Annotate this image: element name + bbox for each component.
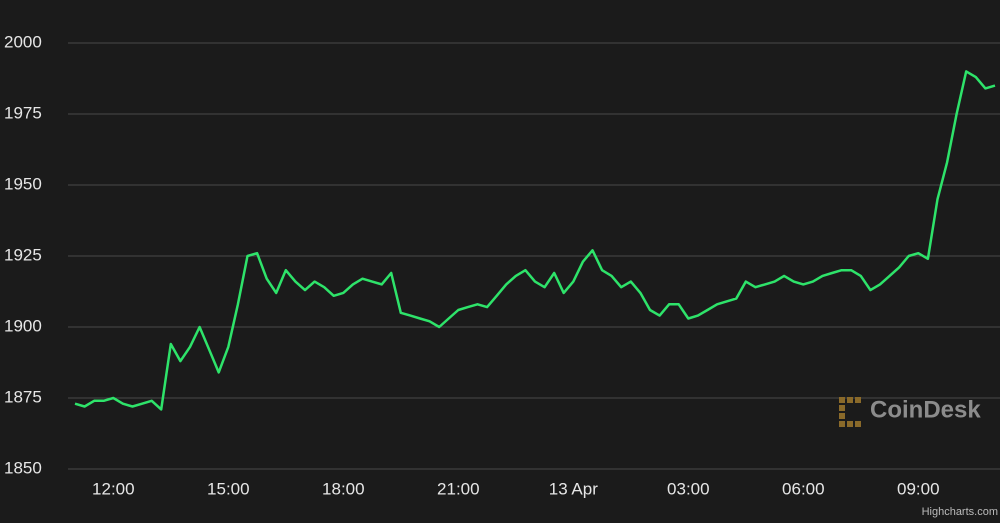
x-tick-label: 03:00 xyxy=(667,479,710,498)
x-tick-label: 09:00 xyxy=(897,479,940,498)
watermark-logo xyxy=(839,397,861,427)
x-tick-label: 15:00 xyxy=(207,479,250,498)
y-tick-label: 1875 xyxy=(4,387,42,406)
x-tick-label: 13 Apr xyxy=(549,479,598,498)
x-tick-label: 21:00 xyxy=(437,479,480,498)
y-tick-label: 1850 xyxy=(4,458,42,477)
plot: 1850 1875 1900 1925 1950 1975 2000 12:00 15:00 18… xyxy=(4,32,1000,498)
credits: Highcharts.com xyxy=(922,506,998,518)
x-tick-label: 12:00 xyxy=(92,479,135,498)
y-tick-label: 1975 xyxy=(4,103,42,122)
price-line xyxy=(74,70,996,411)
y-tick-label: 1925 xyxy=(4,245,42,264)
y-tick-label: 1950 xyxy=(4,174,42,193)
x-tick-label: 06:00 xyxy=(782,479,825,498)
x-tick-label: 18:00 xyxy=(322,479,365,498)
y-tick-label: 2000 xyxy=(4,32,42,51)
watermark: CoinDesk xyxy=(870,396,981,423)
y-tick-label: 1900 xyxy=(4,316,42,335)
